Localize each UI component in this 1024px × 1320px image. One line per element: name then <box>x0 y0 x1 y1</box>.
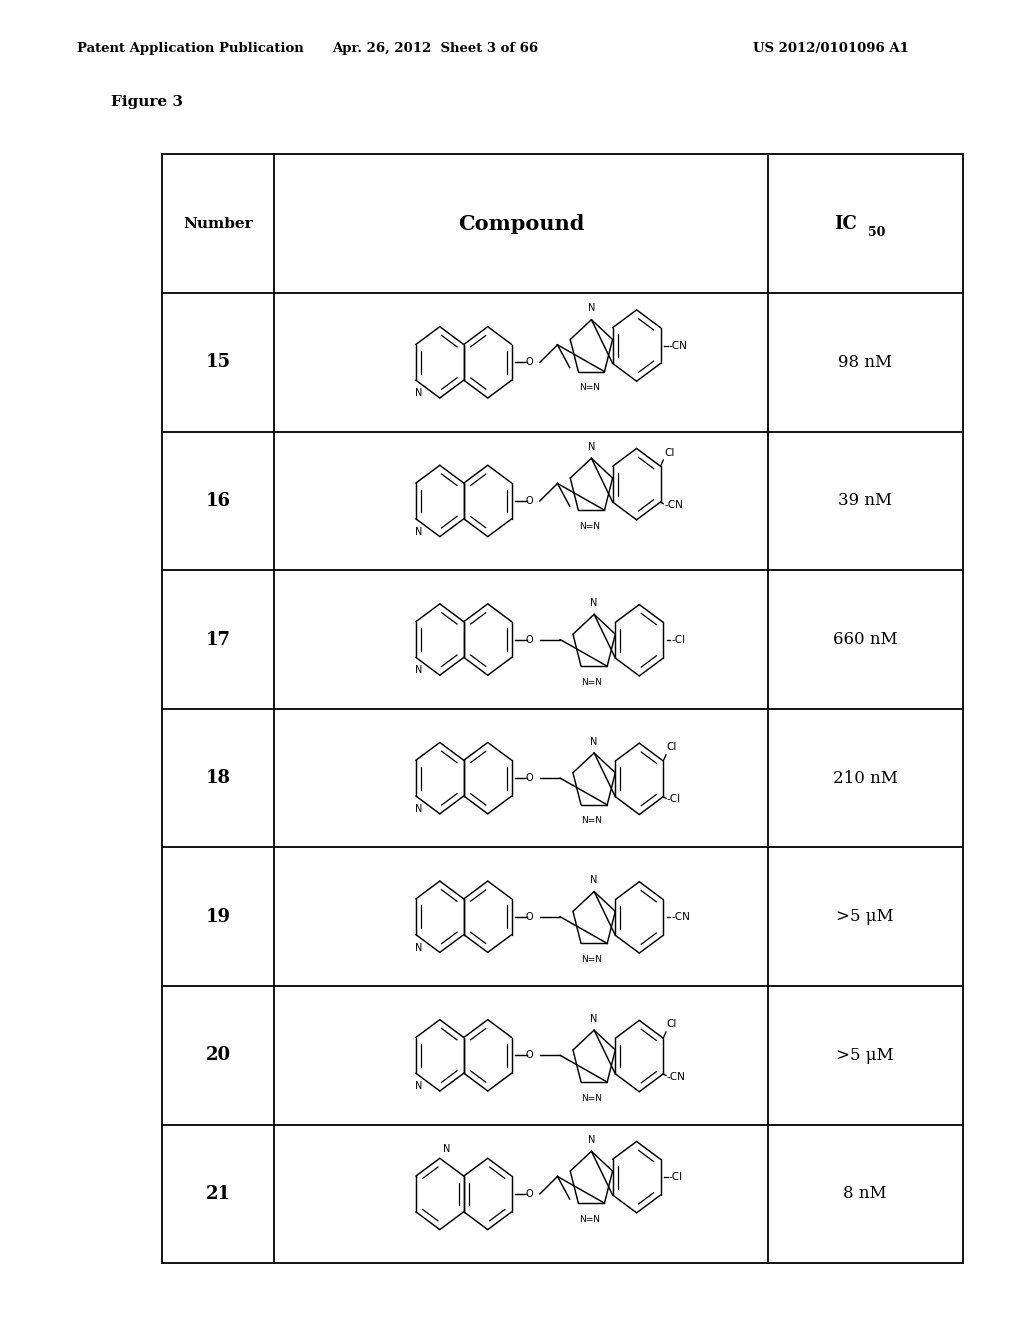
Text: 16: 16 <box>206 492 230 510</box>
Text: US 2012/0101096 A1: US 2012/0101096 A1 <box>753 42 908 55</box>
Text: -Cl: -Cl <box>667 795 681 804</box>
Text: Cl: Cl <box>665 447 675 458</box>
Text: -CN: -CN <box>669 341 687 351</box>
Text: Compound: Compound <box>458 214 585 234</box>
Text: 21: 21 <box>206 1185 230 1203</box>
Text: O: O <box>525 1051 534 1060</box>
Text: 20: 20 <box>206 1047 230 1064</box>
Text: N: N <box>591 598 598 609</box>
Text: N: N <box>415 942 422 953</box>
Text: N: N <box>591 1014 598 1024</box>
Text: N: N <box>415 665 422 676</box>
Text: 50: 50 <box>868 227 886 239</box>
Text: N=N: N=N <box>579 383 600 392</box>
Text: 19: 19 <box>206 908 230 925</box>
Text: N: N <box>415 1081 422 1092</box>
Text: IC: IC <box>835 215 857 232</box>
Text: N: N <box>415 527 422 537</box>
Text: N: N <box>442 1144 450 1154</box>
Text: O: O <box>525 635 534 644</box>
Text: -Cl: -Cl <box>669 1172 682 1183</box>
Text: Patent Application Publication: Patent Application Publication <box>77 42 303 55</box>
Text: N: N <box>588 304 595 313</box>
Text: -CN: -CN <box>671 912 690 923</box>
Text: Figure 3: Figure 3 <box>111 95 182 108</box>
Text: 8 nM: 8 nM <box>844 1185 887 1203</box>
Text: N=N: N=N <box>582 954 602 964</box>
Text: N=N: N=N <box>582 1093 602 1102</box>
Text: N: N <box>415 388 422 399</box>
Text: >5 μM: >5 μM <box>837 1047 894 1064</box>
Text: N: N <box>415 804 422 814</box>
Text: -CN: -CN <box>665 500 683 510</box>
Text: 210 nM: 210 nM <box>833 770 898 787</box>
Text: N=N: N=N <box>582 816 602 825</box>
Text: -Cl: -Cl <box>671 635 685 645</box>
Text: N=N: N=N <box>579 1214 600 1224</box>
Text: 18: 18 <box>206 770 230 787</box>
Text: N=N: N=N <box>579 521 600 531</box>
Text: N: N <box>588 442 595 451</box>
Text: Number: Number <box>183 216 253 231</box>
Text: Cl: Cl <box>667 1019 677 1030</box>
Text: N=N: N=N <box>582 677 602 686</box>
Text: O: O <box>525 1189 534 1199</box>
Text: 39 nM: 39 nM <box>839 492 892 510</box>
Text: N: N <box>588 1135 595 1144</box>
Text: Cl: Cl <box>667 742 677 752</box>
Text: O: O <box>525 358 534 367</box>
Text: 15: 15 <box>206 354 230 371</box>
Text: 17: 17 <box>206 631 230 648</box>
Text: -CN: -CN <box>667 1072 686 1081</box>
Text: 660 nM: 660 nM <box>833 631 898 648</box>
Text: Apr. 26, 2012  Sheet 3 of 66: Apr. 26, 2012 Sheet 3 of 66 <box>332 42 539 55</box>
Text: O: O <box>525 774 534 783</box>
Text: N: N <box>591 737 598 747</box>
Text: O: O <box>525 496 534 506</box>
Text: >5 μM: >5 μM <box>837 908 894 925</box>
Text: O: O <box>525 912 534 921</box>
Text: 98 nM: 98 nM <box>839 354 892 371</box>
Text: N: N <box>591 875 598 886</box>
